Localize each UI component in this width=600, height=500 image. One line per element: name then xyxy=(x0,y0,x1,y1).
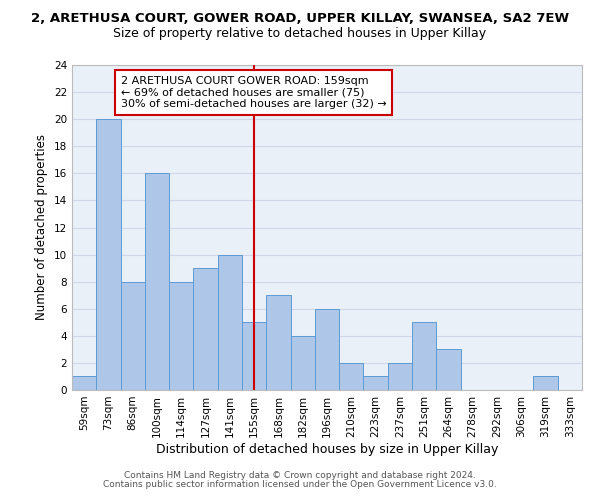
Bar xyxy=(121,282,145,390)
Bar xyxy=(169,282,193,390)
Text: Contains HM Land Registry data © Crown copyright and database right 2024.: Contains HM Land Registry data © Crown c… xyxy=(124,471,476,480)
Bar xyxy=(388,363,412,390)
Bar xyxy=(436,350,461,390)
X-axis label: Distribution of detached houses by size in Upper Killay: Distribution of detached houses by size … xyxy=(156,442,498,456)
Text: Size of property relative to detached houses in Upper Killay: Size of property relative to detached ho… xyxy=(113,28,487,40)
Bar xyxy=(72,376,96,390)
Bar xyxy=(145,174,169,390)
Bar xyxy=(339,363,364,390)
Bar xyxy=(290,336,315,390)
Bar xyxy=(364,376,388,390)
Bar xyxy=(412,322,436,390)
Bar xyxy=(242,322,266,390)
Bar xyxy=(266,295,290,390)
Text: Contains public sector information licensed under the Open Government Licence v3: Contains public sector information licen… xyxy=(103,480,497,489)
Bar xyxy=(193,268,218,390)
Text: 2 ARETHUSA COURT GOWER ROAD: 159sqm
← 69% of detached houses are smaller (75)
30: 2 ARETHUSA COURT GOWER ROAD: 159sqm ← 69… xyxy=(121,76,386,109)
Y-axis label: Number of detached properties: Number of detached properties xyxy=(35,134,49,320)
Bar xyxy=(96,119,121,390)
Bar xyxy=(533,376,558,390)
Bar xyxy=(218,254,242,390)
Text: 2, ARETHUSA COURT, GOWER ROAD, UPPER KILLAY, SWANSEA, SA2 7EW: 2, ARETHUSA COURT, GOWER ROAD, UPPER KIL… xyxy=(31,12,569,26)
Bar xyxy=(315,308,339,390)
